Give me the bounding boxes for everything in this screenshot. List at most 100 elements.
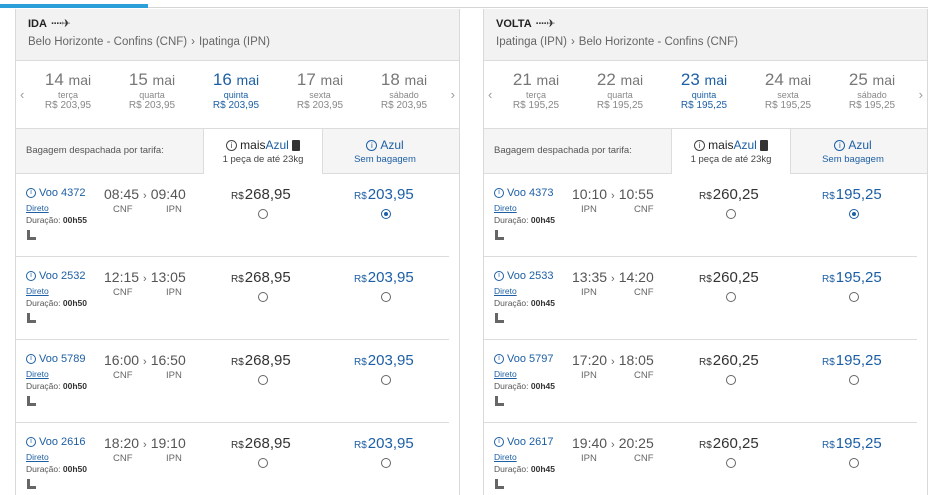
currency-label: R$ [822,357,835,368]
fare-azul[interactable]: i Azul Sem bagagem [791,129,915,174]
fare-radio-azul[interactable] [849,209,859,219]
currency-label: R$ [699,191,712,202]
chevron-right-icon[interactable]: › [918,87,923,102]
chevron-left-icon[interactable]: ‹ [20,87,25,102]
date-option[interactable]: 17 mai sexta R$ 203,95 [278,71,362,112]
fare-mais-azul[interactable]: i mais Azul 1 peça de até 23kg [671,129,791,174]
date-day: 23 [680,70,700,89]
fare-radio-mais-azul[interactable] [726,458,736,468]
direct-link[interactable]: Direto [26,369,49,379]
date-option[interactable]: 18 mai sábado R$ 203,95 [362,71,446,112]
baggage-icon [759,139,768,151]
info-icon[interactable]: i [26,271,36,281]
chevron-right-icon: › [143,356,147,368]
flight-number[interactable]: Voo 2533 [507,270,554,282]
price-value: 268,95 [244,352,291,369]
flight-number[interactable]: Voo 5789 [39,353,86,365]
date-price: R$ 203,95 [44,100,92,111]
date-price: R$ 195,25 [512,100,560,111]
price-value: 203,95 [367,269,414,286]
flight-number[interactable]: Voo 2617 [507,436,554,448]
price-value: 268,95 [244,435,291,452]
fare-mais-text: mais [708,138,734,152]
flight-number[interactable]: Voo 2532 [39,270,86,282]
flight-number[interactable]: Voo 5797 [507,353,554,365]
currency-label: R$ [822,274,835,285]
date-weekday: sexta [777,90,799,100]
info-icon[interactable]: i [26,354,36,364]
currency-label: R$ [231,274,244,285]
fare-radio-azul[interactable] [849,292,859,302]
date-option[interactable]: 14 mai terça R$ 203,95 [26,71,110,112]
info-icon[interactable]: i [834,139,846,151]
date-price: R$ 203,95 [380,100,428,111]
info-icon[interactable]: i [26,437,36,447]
date-option[interactable]: 22 mai quarta R$ 195,25 [578,71,662,112]
flight-number[interactable]: Voo 4372 [39,187,86,199]
fare-radio-mais-azul[interactable] [726,209,736,219]
currency-label: R$ [822,191,835,202]
price-value: 268,95 [244,269,291,286]
flight-number[interactable]: Voo 2616 [39,436,86,448]
info-icon[interactable]: i [494,271,504,281]
direct-link[interactable]: Direto [26,203,49,213]
direct-link[interactable]: Direto [494,369,517,379]
date-option[interactable]: 24 mai sexta R$ 195,25 [746,71,830,112]
date-option[interactable]: 25 mai sábado R$ 195,25 [830,71,914,112]
price-azul: R$203,95 [354,269,414,286]
chevron-right-icon[interactable]: › [450,87,455,102]
departure-airport: CNF [113,370,133,381]
date-month: mai [872,72,896,88]
fare-radio-mais-azul[interactable] [258,292,268,302]
direct-link[interactable]: Direto [494,452,517,462]
arrival-airport: IPN [166,204,182,215]
info-icon[interactable]: i [494,437,504,447]
date-month: mai [620,72,644,88]
fare-radio-mais-azul[interactable] [258,209,268,219]
fare-azul[interactable]: i Azul Sem bagagem [323,129,447,174]
arrival-airport: CNF [634,204,654,215]
fare-radio-mais-azul[interactable] [258,458,268,468]
price-azul: R$195,25 [822,435,882,452]
arrival-airport: IPN [166,453,182,464]
info-icon[interactable]: i [694,139,706,151]
fare-radio-mais-azul[interactable] [726,375,736,385]
info-icon[interactable]: i [226,139,238,151]
fare-radio-azul[interactable] [381,292,391,302]
fare-radio-mais-azul[interactable] [726,292,736,302]
info-icon[interactable]: i [26,188,36,198]
fare-radio-azul[interactable] [381,209,391,219]
info-icon[interactable]: i [494,188,504,198]
direct-link[interactable]: Direto [26,452,49,462]
info-icon[interactable]: i [494,354,504,364]
flight-number[interactable]: Voo 4373 [507,187,554,199]
price-value: 195,25 [835,269,882,286]
date-option[interactable]: 15 mai quarta R$ 203,95 [110,71,194,112]
direction-label: IDA [28,17,47,30]
baggage-label: Bagagem despachada por tarifa: [26,145,164,156]
date-month: mai [320,72,344,88]
fare-radio-mais-azul[interactable] [258,375,268,385]
date-option[interactable]: 23 mai quinta R$ 195,25 [662,70,746,112]
direct-link[interactable]: Direto [494,203,517,213]
date-weekday: terça [525,90,546,100]
date-option[interactable]: 16 mai quinta R$ 203,95 [194,71,278,112]
info-icon[interactable]: i [366,139,378,151]
flight-row: i Voo 4372 Direto Duração: 00h55 08:45 › 09:40… [16,174,449,257]
direct-link[interactable]: Direto [494,286,517,296]
duration-value: 00h45 [530,464,555,474]
arrival-airport: CNF [634,287,654,298]
date-option[interactable]: 21 mai terça R$ 195,25 [494,71,578,112]
price-value: 195,25 [835,186,882,203]
direct-link[interactable]: Direto [26,286,49,296]
chevron-left-icon[interactable]: ‹ [488,87,493,102]
fare-mais-azul[interactable]: i mais Azul 1 peça de até 23kg [203,129,323,174]
fare-radio-azul[interactable] [381,458,391,468]
fare-radio-azul[interactable] [381,375,391,385]
fare-radio-azul[interactable] [849,458,859,468]
fare-azul-name: Azul [848,138,872,152]
date-weekday: sábado [857,90,887,100]
fare-radio-azul[interactable] [849,375,859,385]
date-month: mai [788,72,812,88]
fare-azul-text: Azul [265,138,289,152]
